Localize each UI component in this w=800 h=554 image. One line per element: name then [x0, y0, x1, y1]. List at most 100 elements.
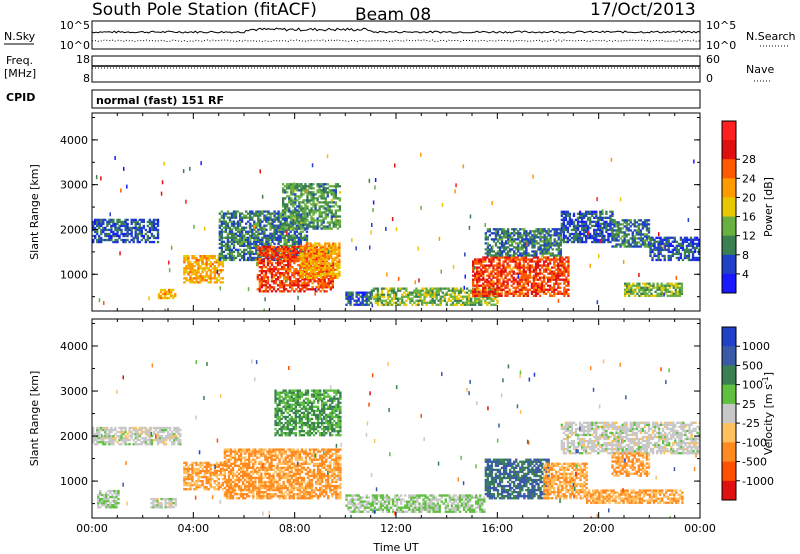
- heatmap-cell-region-6: [322, 252, 325, 255]
- heatmap-cell-region-8: [469, 297, 473, 300]
- heatmap-cell-region-5: [290, 189, 293, 192]
- heatmap-cell-region-3: [222, 218, 226, 221]
- heatmap-cell-region-0: [96, 232, 99, 236]
- heatmap-cell-region-4: [276, 276, 280, 279]
- heatmap-cell-region-9: [561, 292, 564, 295]
- heatmap-cell-region-14: [651, 238, 654, 241]
- heatmap-cell-region-8: [415, 287, 418, 290]
- heatmap-cell-region-8: [403, 291, 406, 294]
- heatmap-cell-region-4: [307, 253, 310, 257]
- heatmap-cell-region-2: [207, 259, 210, 262]
- heatmap-cell-region-9: [534, 276, 538, 279]
- heatmap-speckle: [123, 166, 125, 171]
- heatmap-cell-region-9: [540, 266, 544, 269]
- heatmap-cell-region-0: [128, 232, 131, 236]
- heatmap-cell-region-3: [255, 252, 258, 256]
- heatmap-cell-region-14: [659, 258, 662, 262]
- heatmap-cell-region-3: [277, 234, 280, 237]
- heatmap-cell-region-12: [647, 223, 651, 226]
- heatmap-cell-region-9: [498, 282, 501, 285]
- heatmap-cell-region-2: [189, 277, 192, 280]
- heatmap-cell-region-7: [345, 291, 348, 294]
- heatmap-cell-region-7: [345, 293, 348, 296]
- heatmap-cell-region-1: [163, 288, 167, 292]
- heatmap-cell-region-6: [317, 248, 321, 251]
- heatmap-cell-region-3: [238, 244, 242, 248]
- heatmap-cell-region-0: [138, 228, 141, 232]
- heatmap-cell-region-3: [230, 240, 234, 243]
- heatmap-cell-region-9: [520, 286, 523, 289]
- heatmap-cell-region-11: [580, 228, 584, 232]
- heatmap-cell-region-0: [120, 220, 123, 224]
- heatmap-cell-region-9: [484, 288, 487, 291]
- heatmap-cell-region-12: [611, 223, 614, 226]
- heatmap-cell-region-9: [518, 292, 521, 295]
- heatmap-cell-region-3: [230, 250, 234, 254]
- heatmap-cell-region-11: [599, 216, 602, 220]
- heatmap-speckle: [264, 297, 266, 302]
- heatmap-cell-region-3: [273, 238, 276, 241]
- heatmap-cell-region-9: [555, 278, 558, 281]
- heatmap-cell-region-3: [220, 216, 224, 219]
- heatmap-cell-region-3: [269, 228, 272, 231]
- heatmap-cell-region-4: [264, 270, 268, 273]
- heatmap-cell-region-13: [672, 286, 675, 289]
- heatmap-cell-region-0: [114, 222, 117, 226]
- heatmap-cell-region-9: [534, 266, 538, 269]
- heatmap-cell-region-3: [245, 214, 248, 217]
- heatmap-cell-region-14: [691, 246, 695, 250]
- heatmap-cell-region-9: [555, 274, 558, 277]
- heatmap-cell-region-10: [511, 242, 514, 245]
- heatmap-cell-region-2: [205, 257, 208, 260]
- heatmap-cell-region-3: [238, 248, 242, 252]
- heatmap-cell-region-8: [401, 287, 404, 290]
- heatmap-cell-region-9: [500, 276, 503, 279]
- heatmap-cell-region-3: [247, 244, 250, 248]
- heatmap-cell-region-3: [240, 250, 244, 254]
- heatmap-cell-region-6: [315, 252, 319, 255]
- heatmap-cell-region-3: [251, 252, 254, 256]
- heatmap-cell-region-5: [300, 207, 303, 210]
- heatmap-cell-region-9: [522, 270, 525, 273]
- heatmap-cell-region-8: [419, 299, 422, 302]
- heatmap-cell-region-9: [476, 284, 479, 287]
- heatmap-cell-region-9: [488, 286, 491, 289]
- heatmap-cell-region-11: [560, 218, 563, 222]
- heatmap-cell-region-9: [516, 268, 519, 271]
- heatmap-cell-region-10: [484, 234, 487, 237]
- heatmap-cell-region-14: [693, 242, 697, 246]
- heatmap-cell-region-10: [500, 238, 504, 241]
- heatmap-cell-region-10: [504, 240, 508, 243]
- heatmap-cell-region-12: [641, 223, 645, 226]
- heatmap-cell-region-1: [174, 292, 177, 296]
- heatmap-cell-region-2: [197, 265, 200, 268]
- heatmap-cell-region-14: [675, 244, 679, 248]
- heatmap-cell-region-5: [292, 187, 295, 190]
- heatmap-cell-region-8: [372, 287, 376, 290]
- heatmap-cell-region-4: [301, 278, 304, 281]
- heatmap-cell-region-7: [357, 291, 360, 294]
- heatmap-cell-region-14: [653, 244, 656, 248]
- heatmap-cell-region-10: [551, 242, 554, 245]
- heatmap-cell-region-11: [578, 224, 582, 228]
- heatmap-cell-region-11: [591, 234, 594, 238]
- heatmap-cell-region-3: [275, 218, 278, 221]
- heatmap-cell-region-14: [697, 252, 700, 256]
- heatmap-cell-region-9: [492, 292, 495, 295]
- heatmap-cell-region-12: [619, 223, 622, 226]
- heatmap-cell-region-3: [261, 228, 264, 231]
- heatmap-cell-region-4: [297, 280, 300, 283]
- heatmap-cell-region-4: [268, 265, 272, 269]
- heatmap-cell-region-5: [314, 193, 317, 196]
- heatmap-cell-region-9: [557, 272, 560, 275]
- heatmap-cell-region-8: [439, 287, 442, 290]
- heatmap-cell-region-3: [265, 242, 268, 246]
- heatmap-cell-region-4: [274, 278, 278, 281]
- heatmap-cell-region-3: [289, 238, 292, 241]
- heatmap-cell-region-14: [681, 248, 685, 252]
- heatmap-cell-region-4: [305, 286, 308, 289]
- heatmap-cell-region-9: [546, 264, 550, 267]
- heatmap-cell-region-10: [557, 232, 560, 235]
- heatmap-cell-region-12: [613, 233, 616, 236]
- heatmap-cell-region-3: [265, 238, 268, 241]
